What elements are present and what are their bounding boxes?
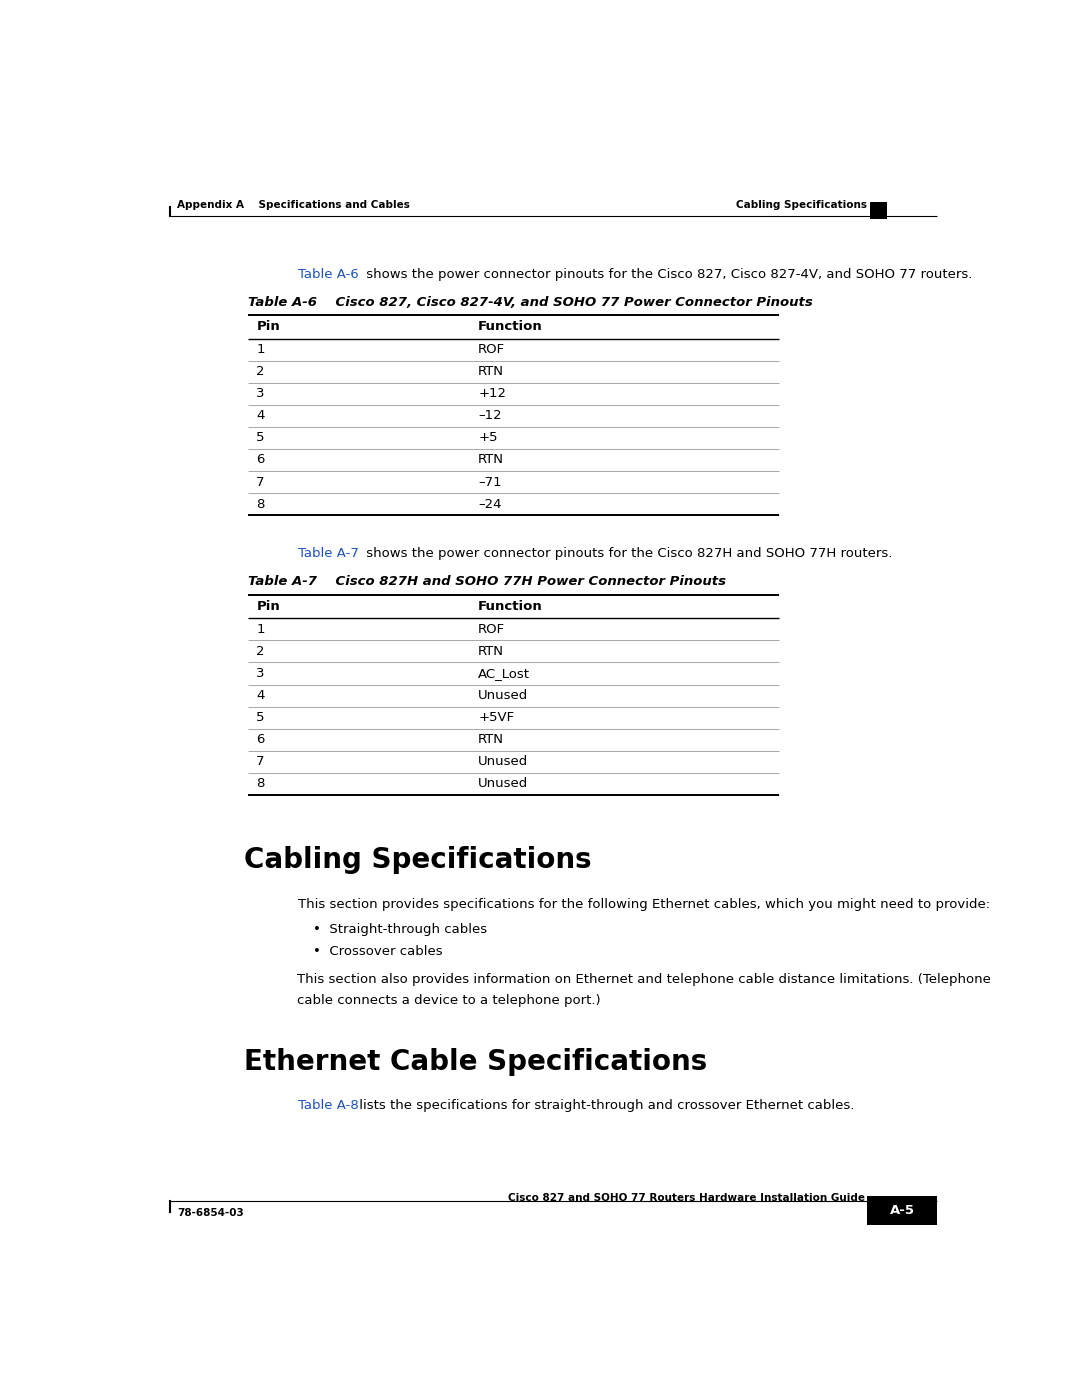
Text: ROF: ROF — [478, 623, 505, 636]
Text: shows the power connector pinouts for the Cisco 827H and SOHO 77H routers.: shows the power connector pinouts for th… — [362, 548, 892, 560]
Text: 2: 2 — [256, 365, 265, 379]
Text: Function: Function — [478, 320, 543, 334]
Text: Function: Function — [478, 601, 543, 613]
Text: 7: 7 — [256, 475, 265, 489]
Text: Cabling Specifications: Cabling Specifications — [737, 200, 867, 210]
Text: •  Straight-through cables: • Straight-through cables — [313, 923, 487, 936]
Text: Appendix A    Specifications and Cables: Appendix A Specifications and Cables — [177, 200, 409, 210]
Text: 8: 8 — [256, 497, 265, 510]
Text: 78-6854-03: 78-6854-03 — [177, 1208, 244, 1218]
Bar — [867, 1196, 936, 1225]
Text: Table A-7: Table A-7 — [298, 548, 359, 560]
Text: 3: 3 — [256, 666, 265, 680]
Text: RTN: RTN — [478, 645, 504, 658]
Text: ROF: ROF — [478, 344, 505, 356]
Text: cable connects a device to a telephone port.): cable connects a device to a telephone p… — [297, 993, 600, 1007]
Text: A-5: A-5 — [890, 1204, 915, 1217]
Text: Table A-6: Table A-6 — [298, 268, 359, 281]
Text: 4: 4 — [256, 409, 265, 422]
Text: 8: 8 — [256, 777, 265, 791]
Text: –24: –24 — [478, 497, 502, 510]
Text: AC_Lost: AC_Lost — [478, 666, 530, 680]
Text: –71: –71 — [478, 475, 502, 489]
Text: 1: 1 — [256, 344, 265, 356]
Text: 2: 2 — [256, 645, 265, 658]
Text: Pin: Pin — [256, 320, 280, 334]
Text: Table A-8: Table A-8 — [298, 1099, 359, 1112]
Text: +12: +12 — [478, 387, 507, 401]
Text: Cisco 827 and SOHO 77 Routers Hardware Installation Guide: Cisco 827 and SOHO 77 Routers Hardware I… — [508, 1193, 865, 1203]
Text: +5VF: +5VF — [478, 711, 514, 724]
Text: RTN: RTN — [478, 454, 504, 467]
Text: Pin: Pin — [256, 601, 280, 613]
Text: Ethernet Cable Specifications: Ethernet Cable Specifications — [244, 1048, 707, 1076]
Text: 3: 3 — [256, 387, 265, 401]
Text: Cabling Specifications: Cabling Specifications — [244, 847, 592, 875]
Text: 4: 4 — [256, 689, 265, 703]
Text: 7: 7 — [256, 756, 265, 768]
Text: 1: 1 — [256, 623, 265, 636]
Text: 5: 5 — [256, 711, 265, 724]
Text: RTN: RTN — [478, 365, 504, 379]
Text: This section provides specifications for the following Ethernet cables, which yo: This section provides specifications for… — [298, 898, 990, 911]
Text: 5: 5 — [256, 432, 265, 444]
Text: lists the specifications for straight-through and crossover Ethernet cables.: lists the specifications for straight-th… — [355, 1099, 854, 1112]
Text: •  Crossover cables: • Crossover cables — [313, 946, 443, 958]
Text: 6: 6 — [256, 454, 265, 467]
Text: shows the power connector pinouts for the Cisco 827, Cisco 827-4V, and SOHO 77 r: shows the power connector pinouts for th… — [362, 268, 972, 281]
Text: +5: +5 — [478, 432, 498, 444]
Text: –12: –12 — [478, 409, 502, 422]
Text: 6: 6 — [256, 733, 265, 746]
Text: Table A-7    Cisco 827H and SOHO 77H Power Connector Pinouts: Table A-7 Cisco 827H and SOHO 77H Power … — [248, 576, 726, 588]
Text: RTN: RTN — [478, 733, 504, 746]
Text: Unused: Unused — [478, 777, 528, 791]
Text: Unused: Unused — [478, 756, 528, 768]
Text: Table A-6    Cisco 827, Cisco 827-4V, and SOHO 77 Power Connector Pinouts: Table A-6 Cisco 827, Cisco 827-4V, and S… — [248, 296, 813, 309]
Bar — [869, 201, 887, 219]
Text: This section also provides information on Ethernet and telephone cable distance : This section also provides information o… — [297, 974, 990, 986]
Text: Unused: Unused — [478, 689, 528, 703]
